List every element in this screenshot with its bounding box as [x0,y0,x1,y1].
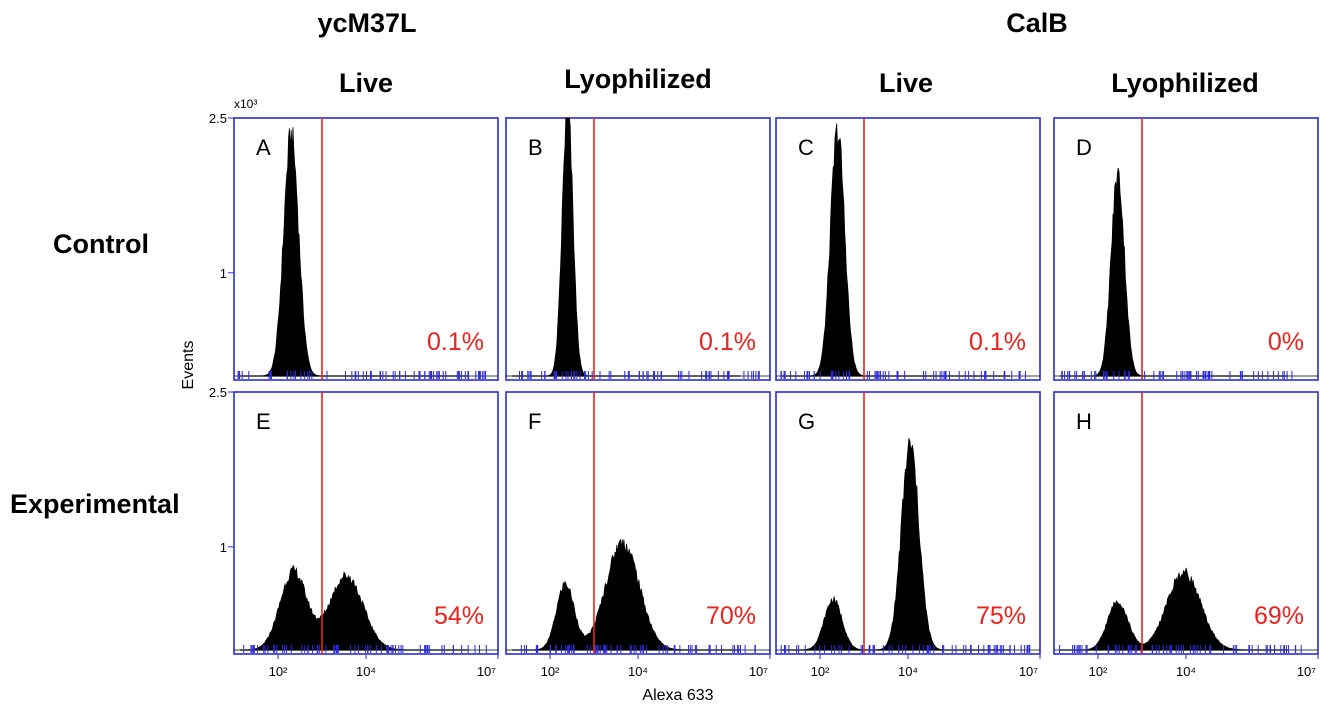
panel-letter-e: E [256,409,271,434]
subheader-live-1: Live [338,68,394,98]
panel-letter-d: D [1076,135,1092,160]
x-tick-label-g: 10⁷ [1019,664,1038,679]
panel-letter-g: G [798,409,815,434]
percent-label-h: 69% [1254,602,1304,630]
y-axis-title: Events [180,341,197,390]
percent-label-d: 0% [1268,328,1304,356]
y-multiplier-label: x10³ [234,97,257,111]
y-tick-label: 1 [220,540,227,555]
x-tick-label-e: 10⁴ [356,664,376,679]
row-label-experimental: Experimental [10,489,180,519]
panel-frame-c [775,117,1041,381]
y-tick-label: 2.5 [209,111,227,126]
percent-label-f: 70% [706,602,756,630]
x-tick-label-f: 10⁷ [749,664,768,679]
x-tick-label-h: 10² [1089,664,1108,679]
percent-label-g: 75% [976,602,1026,630]
x-tick-label-g: 10⁴ [898,664,918,679]
panel-frame-d [1053,117,1319,381]
percent-label-e: 54% [434,602,484,630]
x-tick-label-h: 10⁷ [1297,664,1316,679]
x-tick-label-f: 10⁴ [628,664,648,679]
x-axis-title: Alexa 633 [642,687,713,704]
percent-label-a: 0.1% [427,328,484,356]
panel-letter-h: H [1076,409,1092,434]
panel-letter-c: C [798,135,814,160]
x-tick-label-e: 10² [269,664,288,679]
panel-frame-b [505,117,771,381]
x-tick-label-f: 10² [541,664,560,679]
percent-label-b: 0.1% [699,328,756,356]
row-label-control: Control [53,229,149,259]
panel-letter-f: F [528,409,541,434]
panel-letter-b: B [528,135,543,160]
subheader-lyophilized-1: Lyophilized [564,64,712,94]
subheader-lyophilized-2: Lyophilized [1111,68,1259,98]
group-header-calb: CalB [1006,8,1068,38]
x-tick-label-g: 10² [811,664,830,679]
group-header-ycm37l: ycM37L [317,8,417,38]
subheader-live-2: Live [878,68,934,98]
x-tick-label-e: 10⁷ [477,664,496,679]
percent-label-c: 0.1% [969,328,1026,356]
y-tick-label: 1 [220,266,227,281]
y-tick-label: 2.5 [209,385,227,400]
x-tick-label-h: 10⁴ [1176,664,1196,679]
panel-letter-a: A [256,135,271,160]
